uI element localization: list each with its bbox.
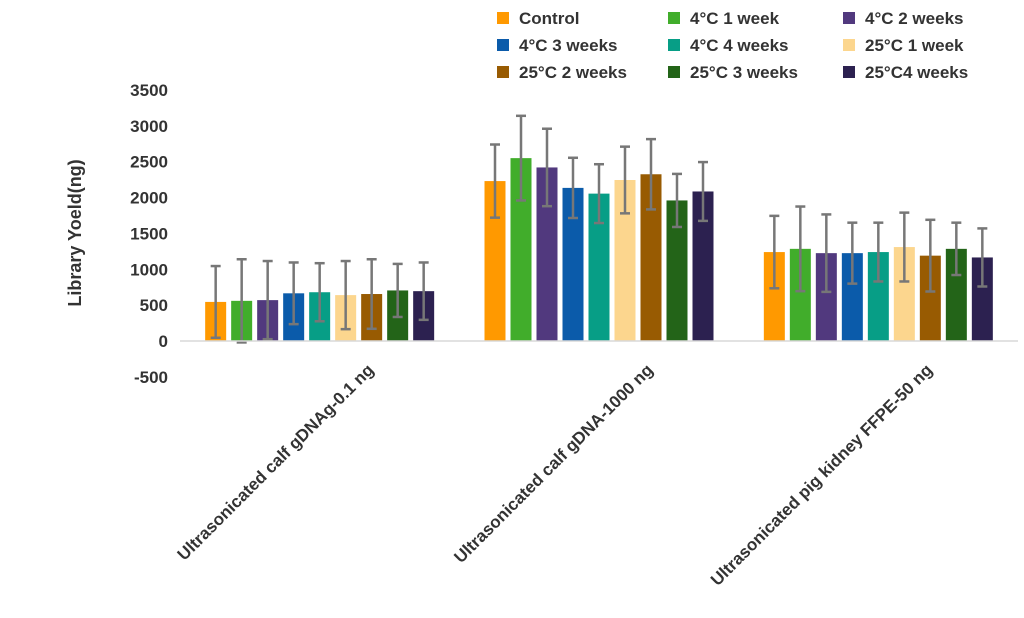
y-tick-label: 0 [159,332,168,351]
bar [945,248,967,341]
bar [562,187,584,341]
legend-swatch [497,66,509,78]
legend-swatch [497,39,509,51]
x-tick-label: Ultrasonicated calf gDNAg-0.1 ng [174,360,378,564]
bar [893,247,915,341]
y-tick-label: 3500 [130,81,168,100]
bar [971,257,993,341]
y-tick-label: 2000 [130,189,168,208]
legend-swatch [843,39,855,51]
y-tick-label: -500 [134,368,168,387]
bar [510,158,532,341]
legend-swatch [843,12,855,24]
legend-label: 4°C 2 weeks [865,9,963,28]
legend-swatch [497,12,509,24]
bar [789,248,811,341]
y-tick-label: 1000 [130,260,168,279]
bar [536,167,558,341]
legend-swatch [843,66,855,78]
y-tick-label: 3000 [130,117,168,136]
legend-label: 4°C 3 weeks [519,36,617,55]
bar [640,174,662,341]
legend-label: 25°C 3 weeks [690,63,798,82]
y-axis-label: Library Yoeld(ng) [65,159,85,306]
legend-swatch [668,39,680,51]
x-tick-label: Ultrasonicated calf gDNA-1000 ng [450,360,656,566]
bar [763,252,785,341]
legend-label: 25°C4 weeks [865,63,968,82]
legend-label: 25°C 1 week [865,36,964,55]
bar [841,253,863,341]
bar [919,255,941,341]
bar [692,191,714,341]
legend-label: 4°C 1 week [690,9,780,28]
x-tick-label: Ultrasonicated pig kidney FFPE-50 ng [707,360,936,589]
bar [484,181,506,341]
legend-swatch [668,66,680,78]
legend-swatch [668,12,680,24]
legend-label: 4°C 4 weeks [690,36,788,55]
bar [614,180,636,341]
bar [815,253,837,341]
legend-label: Control [519,9,579,28]
y-tick-label: 500 [140,296,168,315]
bar [666,200,688,341]
y-tick-label: 2500 [130,153,168,172]
y-tick-label: 1500 [130,224,168,243]
bar [588,193,610,341]
legend-label: 25°C 2 weeks [519,63,627,82]
bar [867,252,889,341]
